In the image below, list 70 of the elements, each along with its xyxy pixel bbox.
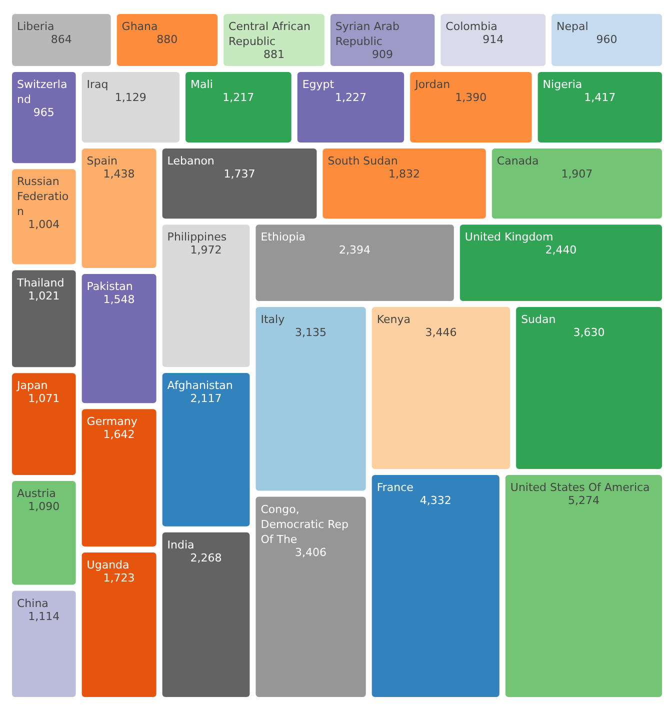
data-label: 1,723 bbox=[103, 572, 135, 585]
category-label: South Sudan bbox=[328, 154, 398, 168]
category-label: Ghana bbox=[122, 20, 158, 33]
data-label: 960 bbox=[596, 33, 618, 46]
category-label: India bbox=[167, 538, 194, 552]
category-label: China bbox=[17, 596, 48, 610]
data-label: 1,090 bbox=[28, 500, 60, 513]
data-label: 1,972 bbox=[190, 244, 222, 257]
data-label: 880 bbox=[156, 33, 178, 46]
category-label: Nigeria bbox=[542, 78, 582, 91]
category-label: Germany bbox=[86, 415, 138, 428]
data-label: 1,071 bbox=[28, 392, 60, 406]
data-label: 1,227 bbox=[334, 90, 366, 104]
data-label: 864 bbox=[50, 33, 72, 46]
category-label: Thailand bbox=[16, 276, 64, 290]
data-label: 1,548 bbox=[103, 293, 135, 306]
data-label: 1,832 bbox=[388, 167, 420, 180]
data-label: 914 bbox=[482, 33, 504, 46]
data-label: 1,004 bbox=[28, 218, 60, 232]
data-label: 909 bbox=[372, 48, 394, 61]
category-label: Mali bbox=[190, 78, 213, 91]
category-label: Russian Federation bbox=[17, 175, 69, 218]
category-label: Afghanistan bbox=[167, 378, 233, 392]
category-label: Philippines bbox=[167, 230, 227, 244]
data-label: 1,737 bbox=[224, 167, 256, 180]
category-label: Italy bbox=[260, 313, 286, 326]
category-label: United Kingdom bbox=[464, 230, 554, 244]
category-label: Syrian Arab Republic bbox=[335, 20, 403, 48]
category-label: Ethiopia bbox=[260, 230, 306, 244]
data-label: 3,135 bbox=[295, 326, 327, 340]
data-label: 2,117 bbox=[190, 392, 222, 405]
category-label: Pakistan bbox=[86, 280, 133, 294]
data-label: 3,630 bbox=[573, 326, 605, 340]
data-label: 1,217 bbox=[222, 90, 254, 104]
category-label: Spain bbox=[86, 154, 118, 168]
data-label: 3,446 bbox=[425, 326, 457, 340]
data-label: 965 bbox=[33, 106, 54, 119]
category-label: Uganda bbox=[86, 558, 130, 572]
data-label: 1,642 bbox=[103, 428, 135, 442]
category-label: Central African Republic bbox=[228, 20, 314, 48]
data-label: 2,268 bbox=[190, 551, 222, 564]
data-label: 1,907 bbox=[561, 167, 593, 180]
data-label: 1,417 bbox=[584, 90, 616, 104]
data-label: 1,438 bbox=[103, 167, 135, 180]
category-label: Iraq bbox=[86, 78, 108, 91]
category-label: United States Of America bbox=[510, 480, 650, 494]
category-label: Japan bbox=[16, 379, 48, 392]
data-label: 5,274 bbox=[568, 494, 600, 507]
data-label: 2,440 bbox=[545, 244, 577, 257]
data-label: 1,021 bbox=[28, 289, 60, 302]
category-label: Nepal bbox=[556, 20, 588, 33]
category-label: Congo, Democratic Rep Of The bbox=[260, 502, 352, 546]
category-label: Sudan bbox=[521, 313, 556, 326]
category-label: Austria bbox=[17, 487, 56, 500]
category-label: Switzerland bbox=[17, 78, 68, 106]
category-label: Egypt bbox=[302, 78, 335, 91]
data-label: 4,332 bbox=[420, 494, 452, 507]
data-label: 2,394 bbox=[339, 244, 371, 257]
data-label: 881 bbox=[263, 48, 284, 61]
data-label: 1,114 bbox=[28, 610, 60, 623]
category-label: Kenya bbox=[376, 313, 410, 326]
category-label: Canada bbox=[496, 154, 539, 168]
data-label: 3,406 bbox=[295, 546, 327, 559]
category-label: France bbox=[376, 480, 414, 494]
category-label: Colombia bbox=[446, 20, 498, 33]
category-label: Jordan bbox=[414, 78, 450, 91]
category-label: Liberia bbox=[17, 20, 54, 33]
category-label: Lebanon bbox=[167, 154, 214, 168]
data-label: 1,390 bbox=[455, 90, 487, 104]
data-label: 1,129 bbox=[114, 90, 146, 104]
